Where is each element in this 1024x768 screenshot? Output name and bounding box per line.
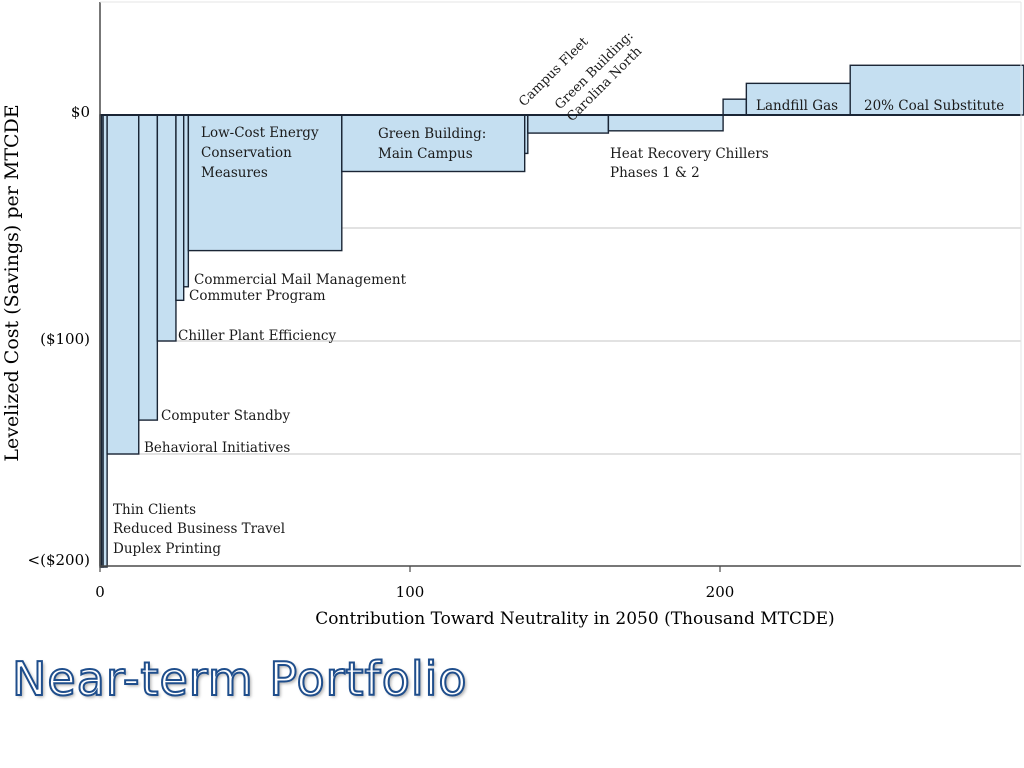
x-tick-label-100: 100 <box>396 583 425 601</box>
label-heat-recovery: Heat Recovery Chillers Phases 1 & 2 <box>610 146 773 181</box>
label-thin-group: Thin Clients Reduced Business Travel Dup… <box>113 502 289 557</box>
label-green-building-main: Green Building: Main Campus <box>378 126 491 162</box>
label-commuter-program: Commuter Program <box>189 288 326 304</box>
label-landfill-gas: Landfill Gas <box>756 98 838 114</box>
label-green-building-north: Green Building: Carolina North <box>552 26 651 125</box>
label-behavioral: Behavioral Initiatives <box>144 440 290 456</box>
y-axis-title: Levelized Cost (Savings) per MTCDE <box>1 104 23 461</box>
x-tick-label-200: 200 <box>706 583 735 601</box>
label-chiller-plant: Chiller Plant Efficiency <box>178 328 336 344</box>
axes <box>99 1 1022 572</box>
label-computer-standby: Computer Standby <box>161 408 290 424</box>
cost-curve-chart: $0 ($100) <($200) 0 100 200 Contribution… <box>1 1 1024 629</box>
label-low-cost-energy: Low-Cost Energy Conservation Measures <box>201 125 323 181</box>
bars <box>99 64 1024 568</box>
y-tick-label-0: $0 <box>71 103 90 121</box>
bar-computer-standby <box>138 114 159 421</box>
bar-landfill-gas-step <box>722 98 748 116</box>
y-tick-label-neg200: <($200) <box>28 551 90 569</box>
bar-landfill-gas <box>745 82 851 116</box>
label-coal-substitute: 20% Coal Substitute <box>864 98 1004 114</box>
bar-behavioral-initiatives <box>106 114 140 455</box>
label-commercial-mail: Commercial Mail Management <box>194 272 407 288</box>
bar-heat-recovery-chillers-phases-1-2 <box>607 114 724 132</box>
y-tick-label-neg100: ($100) <box>40 330 90 348</box>
slide-title: Near-term Portfolio <box>11 651 468 707</box>
bar-commuter-program <box>175 114 185 302</box>
x-axis-title: Contribution Toward Neutrality in 2050 (… <box>315 609 834 629</box>
x-tick-label-0: 0 <box>95 583 105 601</box>
bar-green-building-main-campus <box>341 114 526 173</box>
bar-low-cost-energy-conservation-measures <box>187 114 343 252</box>
bar-chiller-plant-efficiency <box>156 114 177 342</box>
